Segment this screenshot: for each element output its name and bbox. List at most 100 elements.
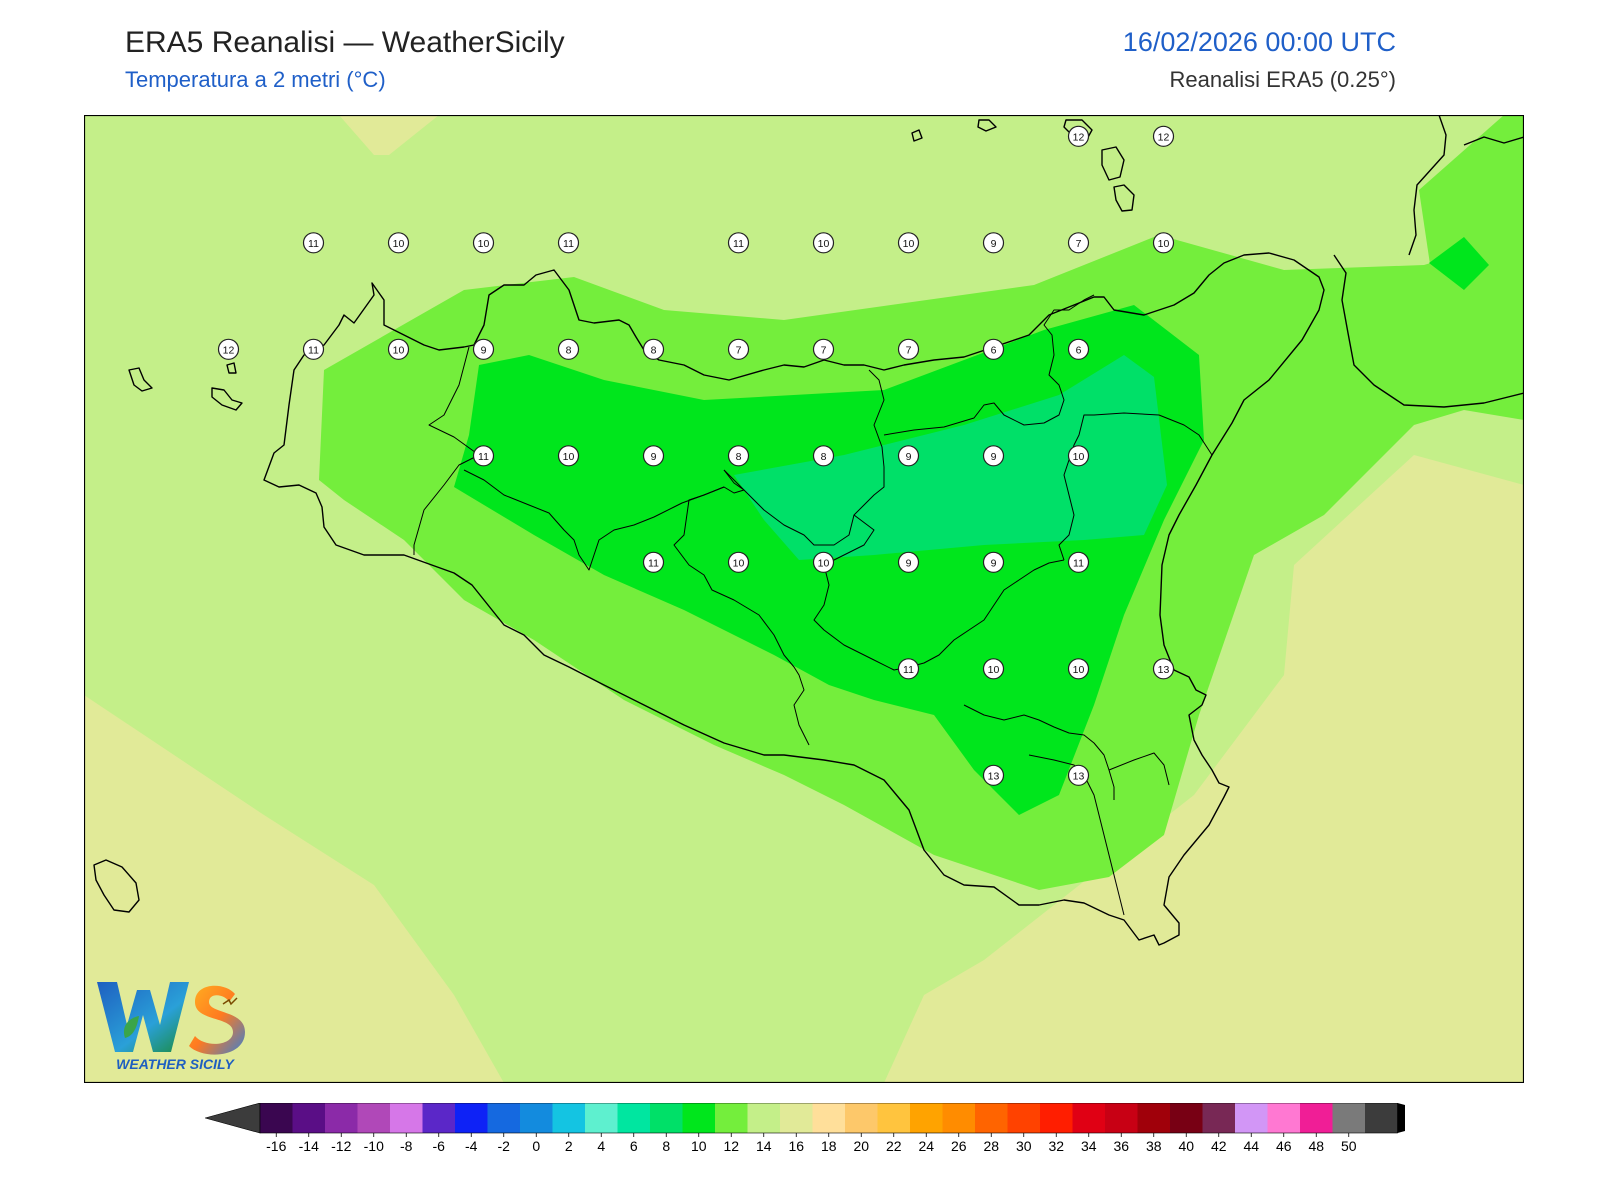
station-marker: 11	[1067, 551, 1090, 573]
colorbar-swatch	[1235, 1103, 1268, 1133]
logo-bird-icon	[222, 997, 238, 1006]
sicily-coastline	[263, 252, 1325, 946]
colorbar-tick-label: 34	[1081, 1138, 1097, 1154]
colorbar-tick-label: 6	[630, 1138, 638, 1154]
island-pantelleria	[93, 859, 140, 913]
field-10-east	[1419, 115, 1524, 375]
calabria-coastline	[1333, 254, 1524, 408]
station-marker: 10	[472, 232, 495, 254]
station-marker: 10	[897, 232, 920, 254]
station-marker: 11	[642, 551, 665, 573]
colorbar-tick-label: 42	[1211, 1138, 1227, 1154]
boundary-catania-siracusa	[1108, 752, 1170, 786]
station-circle	[1152, 125, 1175, 147]
station-marker: 6	[1067, 338, 1090, 360]
station-value: 9	[906, 557, 912, 569]
station-value: 12	[223, 344, 235, 356]
station-marker: 11	[557, 232, 580, 254]
station-value: 11	[308, 238, 319, 250]
colorbar-tick-label: 8	[662, 1138, 670, 1154]
colorbar-swatch	[845, 1103, 878, 1133]
station-marker: 11	[727, 232, 750, 254]
colorbar-tick-label: 50	[1341, 1138, 1357, 1154]
colorbar-tick-label: 28	[983, 1138, 999, 1154]
colorbar-swatch	[292, 1103, 326, 1133]
station-value: 12	[1158, 131, 1170, 143]
colorbar-graphic: -16 -14 -12 -10 -8 -6 -4 -2 0 2 4 6 8 10 12 14 16 18 20 22 2…	[203, 1102, 1453, 1154]
station-marker: 12	[1067, 125, 1090, 147]
station-marker: 11	[897, 658, 920, 680]
station-marker: 10	[812, 232, 835, 254]
station-circle	[387, 338, 410, 360]
station-value: 8	[736, 451, 742, 463]
logo-s-shape	[189, 985, 245, 1055]
station-marker: 12	[217, 338, 240, 360]
colorbar-tick-label: 38	[1146, 1138, 1162, 1154]
colorbar-tick-label: -12	[331, 1138, 351, 1154]
temperature-colorbar: -16 -14 -12 -10 -8 -6 -4 -2 0 2 4 6 8 10 12 14 16 18 20 22 2…	[203, 1102, 1453, 1173]
logo-w-shape	[97, 982, 189, 1052]
colorbar-tick-label: 10	[691, 1138, 707, 1154]
station-marker: 10	[982, 658, 1005, 680]
colorbar-swatch	[682, 1103, 716, 1133]
station-marker: 9	[982, 232, 1005, 254]
station-value: 10	[818, 238, 830, 250]
station-circle	[982, 658, 1005, 680]
boundary-caltanissetta-enna	[723, 369, 885, 546]
station-value: 7	[821, 344, 827, 356]
station-marker: 11	[302, 338, 325, 360]
colorbar-swatch	[520, 1103, 553, 1133]
colorbar-swatch	[780, 1103, 813, 1133]
station-circle	[727, 232, 750, 254]
colorbar-tick-label: 40	[1178, 1138, 1194, 1154]
island-egadi-2	[211, 387, 243, 411]
station-marker: 10	[557, 445, 580, 467]
station-marker: 8	[727, 445, 750, 467]
station-circle	[897, 445, 920, 467]
field-6	[734, 355, 1167, 560]
station-marker: 7	[1067, 232, 1090, 254]
station-value: 10	[393, 238, 405, 250]
colorbar-tick-label: -4	[465, 1138, 478, 1154]
boundary-messina-catania-2	[1058, 412, 1213, 561]
coastlines	[93, 115, 1524, 946]
station-marker: 8	[642, 338, 665, 360]
station-marker: 11	[472, 445, 495, 467]
station-value: 11	[648, 557, 659, 569]
station-circle	[812, 338, 835, 360]
boundary-agrigento-caltanissetta	[673, 486, 810, 746]
station-circle	[1067, 445, 1090, 467]
station-circle	[897, 338, 920, 360]
station-circle	[897, 551, 920, 573]
station-circle	[727, 551, 750, 573]
colorbar-swatch	[1072, 1103, 1106, 1133]
station-value: 10	[1158, 238, 1170, 250]
colorbar-tick-label: 24	[918, 1138, 934, 1154]
colorbar-tick-label: 26	[951, 1138, 967, 1154]
boundary-ragusa-siracusa	[1028, 754, 1125, 916]
station-marker: 9	[897, 551, 920, 573]
station-value: 10	[733, 557, 745, 569]
station-marker: 13	[982, 764, 1005, 786]
colorbar-swatch	[552, 1103, 586, 1133]
colorbar-swatch	[1365, 1103, 1398, 1133]
colorbar-tick-label: -16	[266, 1138, 286, 1154]
station-value: 6	[991, 344, 997, 356]
station-value: 8	[566, 344, 572, 356]
colorbar-tick-label: -8	[400, 1138, 413, 1154]
station-circle	[557, 232, 580, 254]
colorbar-swatch	[1040, 1103, 1073, 1133]
station-value: 8	[821, 451, 827, 463]
station-value: 10	[988, 664, 1000, 676]
colorbar-swatch	[1267, 1103, 1301, 1133]
station-circle	[642, 445, 665, 467]
colorbar-swatch	[1202, 1103, 1236, 1133]
island-ustica	[911, 129, 923, 142]
colorbar-tick-label: 14	[756, 1138, 772, 1154]
station-circle	[1067, 232, 1090, 254]
station-marker: 10	[387, 232, 410, 254]
colorbar-swatch	[1332, 1103, 1366, 1133]
station-value: 11	[903, 664, 914, 676]
map-frame	[84, 115, 1524, 1083]
station-value: 9	[991, 451, 997, 463]
